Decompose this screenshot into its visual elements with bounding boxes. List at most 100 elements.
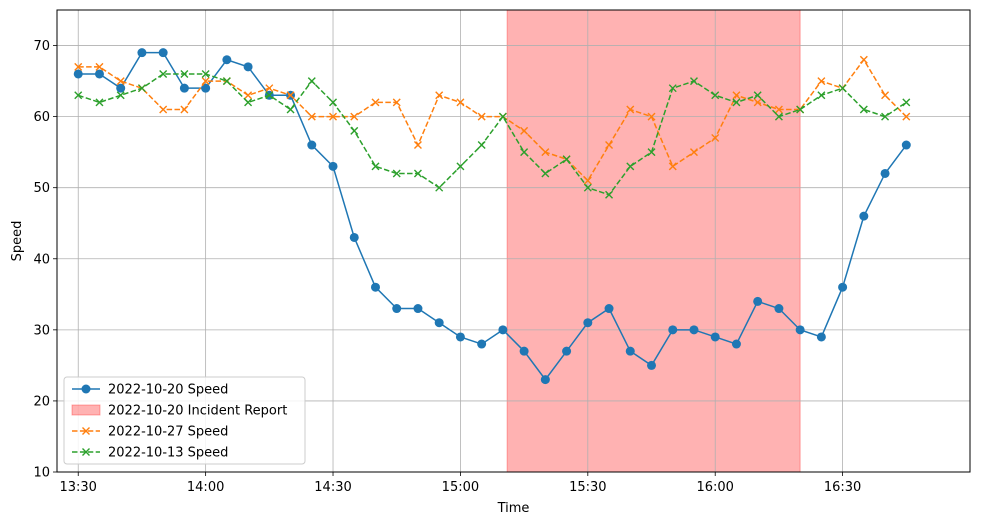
data-point (731, 339, 741, 349)
data-point (583, 318, 593, 328)
series-1 (73, 48, 911, 385)
data-point (392, 169, 401, 178)
data-point (222, 55, 232, 65)
incident-layer (506, 9, 801, 473)
data-point (413, 304, 423, 314)
x-tick-label: 15:00 (442, 480, 479, 495)
data-point (562, 155, 571, 164)
data-point (541, 169, 550, 178)
legend-entry: 2022-10-20 Incident Report (71, 404, 287, 419)
data-point (626, 162, 635, 171)
legend-label: 2022-10-27 Speed (108, 425, 228, 440)
data-point (689, 148, 698, 157)
data-point (498, 112, 507, 121)
data-point (902, 98, 911, 107)
data-point (881, 112, 890, 121)
data-point (137, 84, 146, 93)
legend-box (63, 376, 306, 465)
data-point (774, 105, 783, 114)
data-point (434, 318, 444, 328)
data-point (435, 183, 444, 192)
data-point (222, 77, 231, 86)
data-point (201, 69, 210, 78)
series-line (78, 51, 907, 381)
data-point (201, 83, 211, 93)
data-point (455, 332, 465, 342)
data-point (583, 176, 592, 185)
data-point (265, 91, 274, 100)
data-point (562, 346, 572, 356)
data-point (668, 84, 677, 93)
y-tick-label: 20 (33, 394, 50, 409)
data-point (74, 62, 83, 71)
series-line (77, 73, 907, 196)
data-point (371, 98, 380, 107)
data-point (116, 77, 125, 86)
data-point (244, 91, 253, 100)
data-point (243, 62, 253, 72)
data-point (753, 91, 762, 100)
data-point (180, 105, 189, 114)
series-layer (73, 48, 911, 385)
data-point (413, 141, 422, 150)
data-point (859, 55, 868, 64)
data-point (74, 91, 83, 100)
x-axis-label: Time (497, 501, 530, 516)
x-tick-label: 14:30 (314, 480, 351, 495)
data-point (753, 296, 763, 306)
data-point (626, 105, 635, 114)
data-point (456, 98, 465, 107)
data-point (159, 69, 168, 78)
data-point (647, 360, 657, 370)
data-point (179, 83, 189, 93)
data-point (520, 126, 529, 135)
y-tick-label: 60 (33, 110, 50, 125)
x-tick-label: 13:30 (59, 480, 96, 495)
y-tick-label: 70 (33, 39, 50, 54)
data-point (774, 112, 783, 121)
data-point (477, 141, 486, 150)
data-point (159, 105, 168, 114)
data-point (456, 162, 465, 171)
data-point (838, 84, 847, 93)
data-point (413, 169, 422, 178)
y-tick-label: 10 (33, 466, 50, 481)
data-point (307, 140, 317, 150)
data-point (732, 91, 741, 100)
data-point (520, 148, 529, 157)
legend-entry: 2022-10-27 Speed (72, 425, 228, 440)
data-point (625, 346, 635, 356)
data-point (349, 232, 359, 242)
data-point (95, 62, 104, 71)
data-point (689, 325, 699, 335)
y-tick-label: 30 (33, 323, 50, 338)
data-point (116, 83, 126, 93)
data-point (817, 77, 826, 86)
data-point (350, 112, 359, 121)
ticks-layer: 13:30 14:00 14:30 15:00 15:30 16:00 16:30 10 20 3… (33, 39, 861, 495)
data-point (880, 168, 890, 178)
x-tick-label: 16:30 (824, 480, 861, 495)
legend: 2022-10-20 Speed 2022-10-20 Incident Repo… (63, 376, 306, 465)
data-point (137, 48, 147, 58)
data-point (201, 77, 210, 86)
legend-label: 2022-10-20 Speed (108, 383, 228, 398)
data-point (711, 91, 720, 100)
data-point (817, 91, 826, 100)
data-point (605, 190, 614, 199)
data-point (435, 91, 444, 100)
legend-label: 2022-10-13 Speed (108, 446, 228, 461)
data-point (540, 375, 550, 385)
data-point (605, 141, 614, 150)
data-point (328, 161, 338, 171)
legend-entry: 2022-10-20 Speed (72, 383, 228, 398)
legend-entry: 2022-10-13 Speed (72, 446, 228, 461)
data-point (370, 282, 380, 292)
data-point (519, 346, 529, 356)
data-point (392, 98, 401, 107)
legend-marker (81, 384, 91, 394)
data-point (477, 339, 487, 349)
y-axis-label: Speed (10, 221, 25, 262)
data-point (307, 77, 316, 86)
